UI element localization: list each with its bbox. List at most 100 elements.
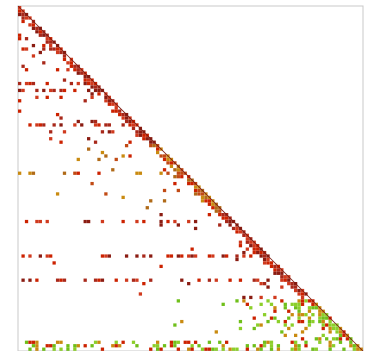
heatmap-cell [21, 254, 25, 258]
heatmap-cell [290, 285, 294, 289]
heatmap-cells [18, 6, 363, 351]
heatmap-cell [249, 244, 253, 248]
heatmap-cell [35, 347, 39, 351]
heatmap-cell [338, 333, 343, 338]
heatmap-cell [131, 278, 136, 282]
heatmap-cell [49, 344, 53, 348]
heatmap-cell [297, 302, 301, 306]
heatmap-cell [204, 195, 208, 200]
heatmap-cell [124, 254, 129, 258]
heatmap-cell [200, 347, 205, 351]
heatmap-cell [280, 271, 284, 275]
heatmap-cell [321, 316, 325, 320]
heatmap-cell [180, 319, 184, 324]
heatmap-cell [338, 340, 343, 344]
heatmap-cell [307, 316, 312, 320]
heatmap-cell [169, 340, 174, 344]
heatmap-cell [211, 206, 215, 210]
heatmap-cell [124, 278, 129, 282]
heatmap-cell [73, 344, 77, 348]
heatmap-cell [93, 88, 98, 93]
heatmap-cell [287, 282, 291, 286]
heatmap-cell [200, 199, 205, 203]
heatmap-cell [59, 50, 63, 55]
heatmap-cell [52, 47, 56, 51]
heatmap-cell [149, 347, 153, 351]
heatmap-cell [52, 261, 56, 265]
heatmap-cell [283, 302, 287, 306]
heatmap-cell [114, 109, 118, 113]
heatmap-cell [28, 23, 32, 27]
heatmap-cell [159, 213, 163, 217]
heatmap-cell [83, 278, 87, 282]
heatmap-cell [45, 219, 49, 224]
heatmap-cell [49, 254, 53, 258]
heatmap-cell [235, 299, 239, 303]
heatmap-cell [55, 278, 60, 282]
heatmap-cell [283, 319, 287, 324]
heatmap-cell [342, 347, 346, 351]
heatmap-cell [100, 130, 105, 134]
heatmap-cell [331, 337, 336, 341]
heatmap-cell [311, 313, 315, 317]
heatmap-cell [73, 123, 77, 127]
heatmap-cell [297, 316, 301, 320]
heatmap-cell [35, 88, 39, 93]
heatmap-cell [300, 313, 305, 317]
heatmap-cell [42, 43, 46, 48]
heatmap-cell [111, 109, 115, 113]
heatmap-cell [197, 278, 201, 282]
heatmap-cell [273, 271, 277, 275]
heatmap-cell [207, 199, 212, 203]
heatmap-cell [66, 68, 70, 72]
heatmap-cell [97, 278, 101, 282]
heatmap-cell [107, 99, 111, 103]
heatmap-cell [45, 95, 49, 99]
heatmap-cell [145, 137, 149, 141]
heatmap-cell [93, 278, 98, 282]
heatmap-cell [28, 254, 32, 258]
heatmap-cell [311, 347, 315, 351]
heatmap-cell [149, 199, 153, 203]
heatmap-cell [259, 254, 263, 258]
heatmap-cell [311, 302, 315, 306]
heatmap-cell [121, 123, 125, 127]
heatmap-cell [45, 344, 49, 348]
heatmap-cell [80, 71, 84, 75]
heatmap-cell [193, 254, 198, 258]
heatmap-cell [238, 278, 243, 282]
heatmap-cell [218, 340, 222, 344]
heatmap-cell [266, 285, 270, 289]
heatmap-cell [252, 250, 256, 255]
heatmap-cell [169, 254, 174, 258]
heatmap-cell [276, 344, 281, 348]
heatmap-cell [90, 344, 94, 348]
heatmap-cell [276, 268, 281, 272]
heatmap-cell [328, 319, 332, 324]
heatmap-cell [252, 316, 256, 320]
heatmap-cell [28, 347, 32, 351]
heatmap-cell [245, 237, 249, 241]
heatmap-cell [18, 33, 22, 37]
heatmap-cell [294, 288, 298, 293]
heatmap-cell [80, 123, 84, 127]
heatmap-cell [145, 206, 149, 210]
heatmap-cell [325, 323, 329, 327]
heatmap-cell [318, 337, 322, 341]
heatmap-cell [76, 81, 80, 86]
heatmap-cell [55, 47, 60, 51]
heatmap-cell [173, 181, 177, 186]
heatmap-cell [304, 299, 308, 303]
heatmap-cell [118, 112, 122, 117]
heatmap-cell [21, 64, 25, 68]
heatmap-cell [290, 282, 294, 286]
heatmap-cell [221, 344, 225, 348]
heatmap-cell [328, 330, 332, 334]
heatmap-cell [238, 326, 243, 331]
heatmap-cell [128, 119, 132, 124]
heatmap-cell [52, 347, 56, 351]
heatmap-cell [249, 240, 253, 244]
heatmap-cell [297, 292, 301, 296]
heatmap-cell [162, 154, 167, 158]
heatmap-cell [266, 299, 270, 303]
